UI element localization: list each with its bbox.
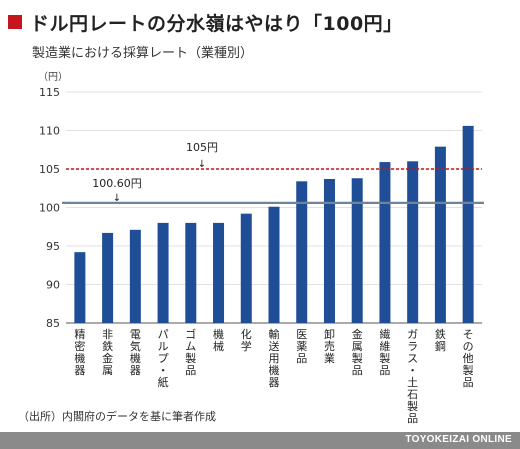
y-tick-label: 110 <box>39 125 60 138</box>
x-tick-label: ガラス・土石製品 <box>407 328 418 425</box>
source-note: （出所）内閣府のデータを基に筆者作成 <box>18 410 216 423</box>
bar-10 <box>351 178 363 323</box>
bar-9 <box>323 179 335 323</box>
footer-bar: TOYOKEIZAI ONLINE <box>0 432 520 449</box>
bar-12 <box>407 161 419 323</box>
x-tick-label: 鉄鋼 <box>435 327 446 353</box>
bar-14 <box>462 125 474 323</box>
arrow-down-icon: ↓ <box>198 159 206 170</box>
y-tick-label: 85 <box>46 317 60 330</box>
bar-0 <box>74 252 86 323</box>
y-tick-label: 100 <box>39 202 60 215</box>
bar-8 <box>296 181 308 323</box>
bar-1 <box>102 232 114 323</box>
bar-6 <box>240 213 252 323</box>
x-tick-label: その他製品 <box>463 328 474 389</box>
x-tick-label: 医薬品 <box>296 328 307 365</box>
x-tick-label: 機械 <box>213 327 224 353</box>
x-tick-label: ゴム製品 <box>185 327 196 377</box>
bar-11 <box>379 162 391 323</box>
bar-2 <box>129 229 141 323</box>
x-tick-label: 精密機器 <box>74 328 85 377</box>
x-tick-label: 卸売業 <box>324 327 335 365</box>
bar-13 <box>434 146 446 323</box>
bar-3 <box>157 222 169 323</box>
x-tick-label: 電気機器 <box>130 328 141 377</box>
chart-title: ドル円レートの分水嶺はやはり「100円」 <box>30 12 403 35</box>
reference-label-100-60: 100.60円 <box>92 177 142 190</box>
x-tick-label: パルプ・紙 <box>158 328 169 389</box>
y-tick-label: 105 <box>39 163 60 176</box>
title-marker-icon <box>8 15 22 29</box>
x-tick-label: 輸送用機器 <box>269 327 280 389</box>
bar-5 <box>213 222 225 323</box>
bar-7 <box>268 206 280 323</box>
y-axis-unit: （円） <box>38 72 68 83</box>
chart-subtitle: 製造業における採算レート（業種別） <box>32 46 254 61</box>
bar-4 <box>185 222 197 323</box>
y-tick-label: 115 <box>39 86 60 99</box>
y-tick-label: 95 <box>46 240 60 253</box>
reference-label-105: 105円 <box>186 141 218 154</box>
y-tick-label: 90 <box>46 279 60 292</box>
arrow-down-icon: ↓ <box>113 193 121 204</box>
x-tick-label: 繊維製品 <box>379 328 390 377</box>
x-tick-label: 非鉄金属 <box>102 328 113 377</box>
x-tick-label: 金属製品 <box>352 327 363 377</box>
x-tick-label: 化学 <box>241 327 252 353</box>
title-block: ドル円レートの分水嶺はやはり「100円」 <box>8 8 403 36</box>
brand-label: TOYOKEIZAI ONLINE <box>405 434 512 445</box>
